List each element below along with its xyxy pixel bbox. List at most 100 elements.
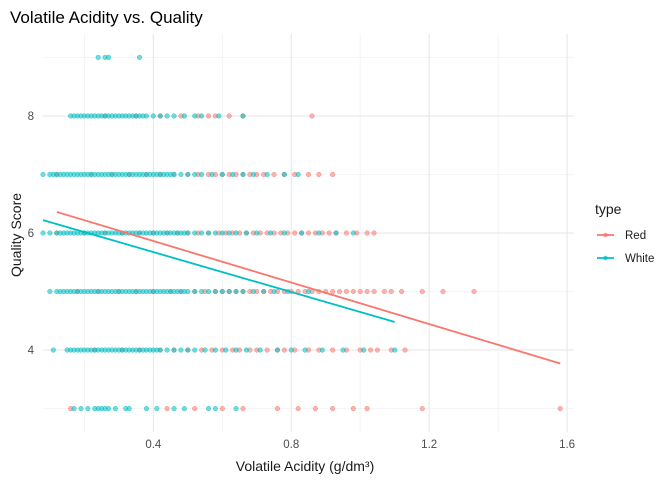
data-point-white bbox=[185, 171, 191, 178]
data-point-white bbox=[199, 288, 205, 295]
data-point-white bbox=[216, 113, 222, 119]
data-point-white bbox=[205, 288, 212, 295]
data-point-white bbox=[212, 347, 218, 353]
data-point-white bbox=[319, 347, 325, 353]
y-axis-label: Quality Score bbox=[8, 193, 24, 277]
data-point-white bbox=[219, 288, 225, 295]
data-point-red bbox=[402, 347, 408, 353]
data-point-white bbox=[178, 347, 184, 353]
data-point-white bbox=[281, 230, 287, 236]
y-tick-label: 4 bbox=[28, 345, 35, 357]
legend-title: type bbox=[595, 201, 622, 217]
data-point-red bbox=[419, 288, 425, 295]
data-point-red bbox=[281, 347, 287, 353]
data-point-white bbox=[268, 230, 274, 236]
data-point-red bbox=[205, 113, 212, 119]
data-point-white bbox=[171, 171, 177, 178]
data-point-white bbox=[171, 347, 177, 353]
data-point-white bbox=[143, 406, 149, 412]
data-point-white bbox=[212, 230, 218, 236]
data-point-white bbox=[143, 113, 149, 119]
trend-line-red bbox=[56, 211, 561, 365]
data-point-white bbox=[333, 230, 339, 236]
data-point-red bbox=[440, 288, 446, 295]
data-point-white bbox=[233, 347, 239, 353]
data-point-white bbox=[212, 288, 218, 295]
data-point-red bbox=[419, 406, 425, 412]
data-point-white bbox=[226, 230, 232, 236]
data-point-white bbox=[192, 171, 198, 178]
data-point-white bbox=[199, 113, 205, 119]
data-point-white bbox=[223, 347, 229, 353]
data-point-white bbox=[192, 288, 198, 295]
y-tick-label: 8 bbox=[28, 111, 34, 123]
data-point-white bbox=[157, 347, 163, 353]
data-point-white bbox=[305, 288, 312, 295]
y-tick-label: 6 bbox=[28, 228, 34, 240]
data-point-white bbox=[181, 406, 187, 412]
data-point-white bbox=[71, 406, 77, 412]
data-point-white bbox=[212, 406, 218, 412]
data-point-white bbox=[350, 230, 356, 236]
data-point-red bbox=[312, 406, 318, 412]
data-point-white bbox=[105, 54, 112, 60]
x-tick-label: 0.4 bbox=[145, 439, 162, 451]
data-point-white bbox=[392, 347, 398, 353]
legend-dot-red bbox=[603, 232, 608, 238]
data-point-red bbox=[374, 347, 381, 353]
data-point-red bbox=[309, 113, 315, 119]
data-point-red bbox=[364, 288, 370, 295]
data-point-white bbox=[199, 171, 205, 178]
data-point-white bbox=[233, 230, 239, 236]
data-point-white bbox=[105, 406, 112, 412]
y-axis-ticks: 4 6 8 bbox=[28, 111, 35, 357]
data-point-red bbox=[357, 288, 363, 295]
data-point-white bbox=[157, 113, 163, 119]
data-point-red bbox=[343, 230, 349, 236]
data-point-white bbox=[299, 230, 305, 236]
data-point-white bbox=[233, 288, 239, 295]
data-point-white bbox=[340, 347, 346, 353]
data-point-white bbox=[243, 347, 249, 353]
legend-dot-white bbox=[603, 255, 608, 261]
data-point-white bbox=[192, 347, 198, 353]
data-point-white bbox=[254, 230, 260, 236]
data-point-white bbox=[50, 347, 56, 353]
data-point-white bbox=[150, 113, 156, 119]
data-point-white bbox=[209, 171, 215, 178]
data-point-white bbox=[47, 288, 53, 295]
data-point-white bbox=[126, 406, 132, 412]
data-point-white bbox=[192, 230, 198, 236]
data-point-red bbox=[364, 230, 370, 236]
data-point-white bbox=[302, 347, 308, 353]
legend: type Red White bbox=[595, 201, 654, 265]
data-point-white bbox=[257, 347, 263, 353]
data-point-white bbox=[185, 347, 191, 353]
data-point-white bbox=[271, 288, 277, 295]
data-point-white bbox=[240, 171, 246, 178]
data-point-white bbox=[85, 406, 91, 412]
data-point-white bbox=[112, 406, 118, 412]
data-point-red bbox=[271, 171, 277, 178]
data-point-red bbox=[350, 288, 356, 295]
data-point-red bbox=[471, 288, 477, 295]
data-point-white bbox=[95, 54, 101, 60]
chart-title: Volatile Acidity vs. Quality bbox=[10, 8, 203, 27]
data-point-white bbox=[274, 347, 281, 353]
data-point-white bbox=[185, 230, 191, 236]
data-point-red bbox=[292, 230, 298, 236]
data-point-white bbox=[281, 171, 287, 178]
data-point-red bbox=[164, 406, 170, 412]
data-point-white bbox=[233, 406, 239, 412]
data-points bbox=[40, 54, 563, 412]
legend-label-red: Red bbox=[625, 230, 646, 242]
data-point-white bbox=[295, 171, 301, 178]
data-point-white bbox=[205, 230, 212, 236]
data-point-white bbox=[243, 230, 249, 236]
data-point-white bbox=[250, 288, 256, 295]
data-point-red bbox=[274, 406, 281, 412]
data-point-white bbox=[240, 288, 246, 295]
data-point-red bbox=[192, 406, 198, 412]
data-point-white bbox=[202, 347, 208, 353]
x-axis-ticks: 0.4 0.8 1.2 1.6 bbox=[145, 439, 575, 451]
